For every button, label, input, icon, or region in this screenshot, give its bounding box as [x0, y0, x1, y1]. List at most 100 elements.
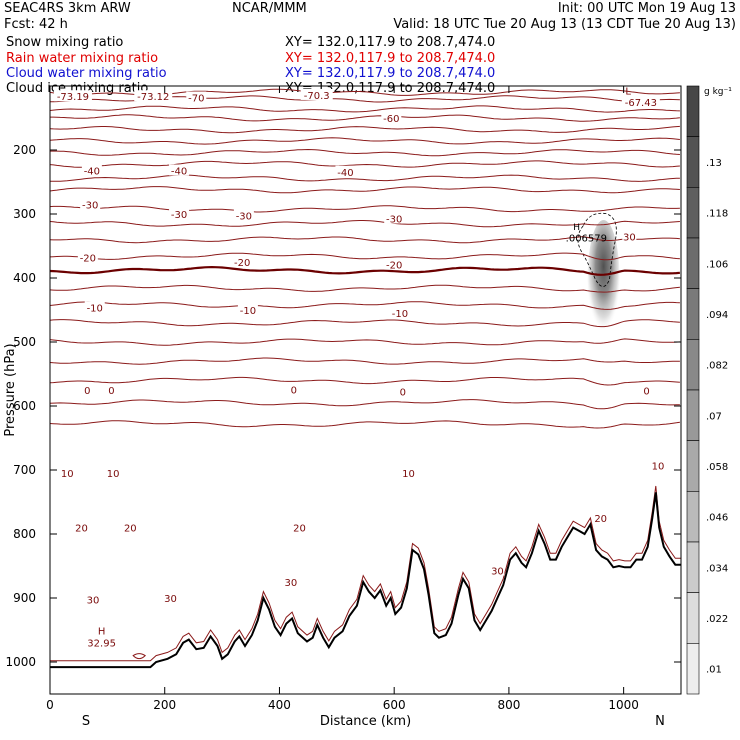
- isotherm-label-bg: [232, 256, 253, 267]
- isotherm-label: -40: [337, 168, 353, 179]
- isotherm-label-bg: [384, 212, 405, 224]
- warm-max-marker: H: [98, 626, 106, 637]
- colorbar-label: .094: [706, 310, 728, 321]
- cloud-ice-shading: [587, 220, 620, 336]
- isotherm-label: -10: [392, 309, 408, 320]
- x-tick-label: 400: [268, 698, 291, 712]
- field-xy-cloud-water: XY= 132.0,117.9 to 208.7,474.0: [285, 66, 496, 81]
- plot-frame: [49, 85, 682, 695]
- isotherm-line: [49, 125, 680, 134]
- isotherm-line: [49, 252, 680, 261]
- isotherm-label-bg: [593, 512, 608, 523]
- isotherm-label: -40: [171, 166, 187, 177]
- isotherm-label: -10: [87, 303, 103, 314]
- isotherm-label: -10: [240, 306, 256, 317]
- isotherm-label: -30: [386, 214, 402, 225]
- x-tick-label: 0: [46, 698, 54, 712]
- colorbar-label: .082: [706, 361, 728, 372]
- isotherm-label: -67.43: [625, 98, 657, 109]
- isotherm-line: [49, 137, 680, 145]
- isotherm-line: [49, 420, 680, 429]
- isotherm-line: [49, 160, 680, 168]
- isotherm-label: 10: [652, 462, 665, 473]
- isotherm-label: 20: [293, 524, 306, 535]
- colorbar-swatch: [686, 643, 700, 695]
- isotherm-label-bg: [106, 467, 121, 479]
- isotherm-line: [49, 376, 680, 386]
- x-tick-label: 600: [383, 698, 406, 712]
- cloud-ice-value-label: .006579: [566, 234, 607, 245]
- isotherm-label-bg: [622, 230, 637, 242]
- isotherm-label-bg: [389, 307, 410, 319]
- isotherm-line: [49, 399, 680, 410]
- y-tick-label: 400: [13, 271, 36, 285]
- colorbar-label: .106: [706, 259, 728, 270]
- isotherm-label-bg: [490, 564, 505, 576]
- terrain-fill: [50, 492, 681, 694]
- isotherm-line: [50, 148, 680, 157]
- isotherm-label: 30: [87, 595, 100, 606]
- isotherm-label-bg: [292, 521, 307, 533]
- isotherm-line: [49, 205, 680, 213]
- field-xy-snow: XY= 132.0,117.9 to 208.7,474.0: [285, 35, 496, 50]
- colorbar-label: .13: [706, 158, 722, 169]
- isotherm-label-bg: [233, 209, 254, 221]
- colorbar-label: .07: [706, 411, 722, 422]
- isotherm-line: [49, 357, 680, 365]
- model-title: SEAC4RS 3km ARW: [4, 1, 131, 16]
- isotherm-label: -70: [188, 94, 204, 105]
- isotherm-label: 0: [643, 387, 649, 398]
- colorbar-swatch: [686, 592, 700, 644]
- isotherm-label-bg: [300, 88, 333, 100]
- endpoint-label-left: S: [82, 714, 90, 729]
- isotherm-label-bg: [83, 384, 92, 395]
- colorbar-label: .118: [706, 209, 728, 220]
- x-tick-label: 200: [153, 698, 176, 712]
- colorbar-swatch: [686, 288, 700, 340]
- terrain-line: [50, 492, 681, 669]
- isotherm-line: [50, 485, 681, 662]
- x-tick-label: 800: [497, 698, 520, 712]
- isotherm-label-bg: [74, 521, 89, 533]
- isotherm-label-bg: [384, 258, 405, 270]
- isotherm-line: [49, 186, 680, 194]
- isotherm-label-bg: [335, 165, 356, 177]
- colorbar-unit: g kg⁻¹: [704, 87, 732, 97]
- isotherm-label: 10: [402, 469, 415, 480]
- isotherm-label: 20: [75, 524, 88, 535]
- isotherm-label: 10: [107, 469, 120, 480]
- colorbar-swatch: [686, 136, 700, 188]
- x-tick-label: 1000: [608, 698, 639, 712]
- isotherm-label-bg: [283, 576, 298, 587]
- colorbar-swatch: [686, 389, 700, 441]
- y-tick-label: 600: [13, 399, 36, 413]
- isotherm-label: -20: [386, 261, 402, 272]
- isotherm-label: -30: [82, 200, 98, 211]
- colorbar-swatch: [686, 85, 700, 137]
- isotherm-label-bg: [169, 164, 190, 176]
- isotherm-line: [49, 236, 680, 244]
- field-name-cloud-ice: Cloud ice mixing ratio: [6, 81, 149, 96]
- isotherm-label: -73.12: [137, 92, 169, 103]
- isotherm-line: [132, 653, 146, 660]
- isotherm-label-bg: [621, 96, 660, 107]
- isotherm-label: 10: [61, 469, 74, 480]
- isotherm-label: 20: [594, 514, 607, 525]
- isotherm-label: 30: [491, 566, 504, 577]
- isotherm-line: [49, 301, 680, 310]
- isotherm-label: -40: [84, 166, 100, 177]
- isotherm-label: 30: [164, 594, 177, 605]
- isotherm-label-bg: [398, 385, 407, 397]
- isotherm-label-bg: [107, 384, 116, 395]
- isotherm-label-bg: [77, 251, 98, 263]
- isotherm-label: 20: [124, 524, 137, 535]
- valid-time: Valid: 18 UTC Tue 20 Aug 13 (13 CDT Tue …: [393, 17, 736, 32]
- isotherm-label-bg: [123, 521, 138, 533]
- isotherm-label-bg: [81, 164, 102, 176]
- y-tick-label: 800: [13, 527, 36, 541]
- isotherm-line: [49, 319, 680, 328]
- isotherm-label-bg: [163, 592, 178, 603]
- cloud-ice-max-marker: H: [573, 223, 580, 233]
- x-axis-label: Distance (km): [320, 714, 411, 729]
- isotherm-line: [49, 174, 680, 182]
